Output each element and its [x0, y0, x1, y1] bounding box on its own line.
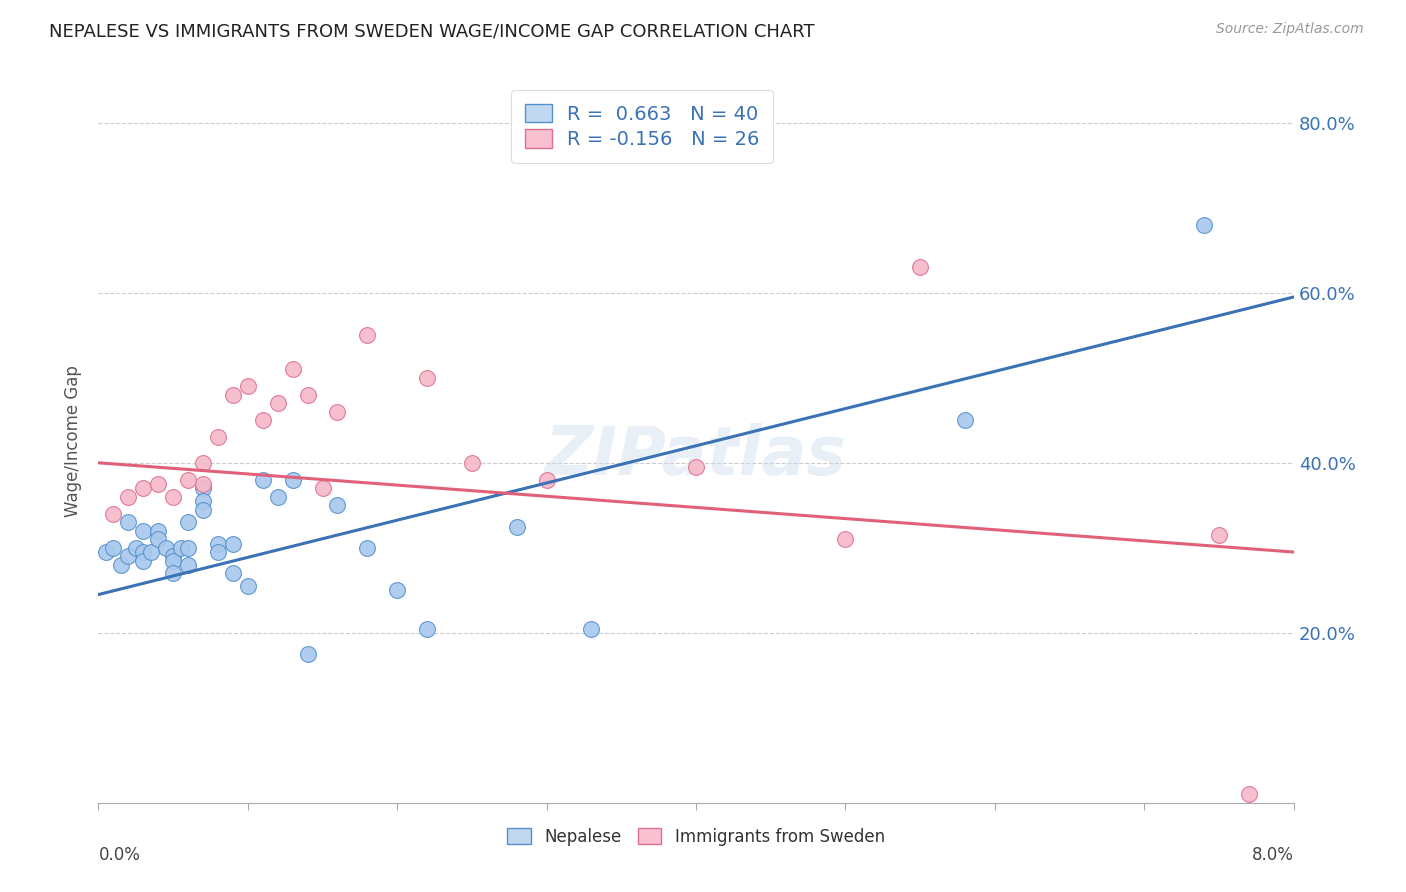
Point	[177, 558, 200, 572]
Point	[191, 494, 214, 508]
Point	[252, 473, 274, 487]
Point	[297, 647, 319, 661]
Point	[103, 507, 125, 521]
Point	[461, 456, 484, 470]
Text: ZIPatlas: ZIPatlas	[546, 423, 846, 489]
Point	[132, 545, 155, 559]
Point	[834, 533, 856, 547]
Text: 8.0%: 8.0%	[1251, 847, 1294, 864]
Point	[162, 566, 184, 581]
Point	[155, 541, 177, 555]
Point	[236, 579, 259, 593]
Point	[117, 490, 139, 504]
Point	[191, 502, 214, 516]
Point	[1192, 218, 1215, 232]
Point	[252, 413, 274, 427]
Point	[267, 490, 290, 504]
Point	[416, 371, 439, 385]
Point	[132, 524, 155, 538]
Point	[416, 622, 439, 636]
Point	[117, 549, 139, 564]
Point	[1237, 787, 1260, 801]
Point	[110, 558, 132, 572]
Point	[162, 553, 184, 567]
Point	[581, 622, 603, 636]
Point	[236, 379, 259, 393]
Point	[207, 430, 229, 444]
Point	[953, 413, 976, 427]
Legend: Nepalese, Immigrants from Sweden: Nepalese, Immigrants from Sweden	[501, 821, 891, 852]
Y-axis label: Wage/Income Gap: Wage/Income Gap	[65, 366, 83, 517]
Point	[169, 541, 191, 555]
Point	[162, 549, 184, 564]
Point	[281, 473, 304, 487]
Point	[191, 481, 214, 495]
Point	[326, 405, 349, 419]
Text: 0.0%: 0.0%	[98, 847, 141, 864]
Point	[191, 477, 214, 491]
Point	[148, 533, 170, 547]
Point	[177, 473, 200, 487]
Point	[94, 545, 117, 559]
Point	[385, 583, 409, 598]
Point	[207, 536, 229, 550]
Point	[281, 362, 304, 376]
Point	[177, 541, 200, 555]
Point	[162, 490, 184, 504]
Point	[222, 388, 245, 402]
Point	[267, 396, 290, 410]
Point	[177, 516, 200, 530]
Point	[297, 388, 319, 402]
Point	[222, 536, 245, 550]
Point	[191, 456, 214, 470]
Point	[506, 519, 529, 533]
Point	[1208, 528, 1230, 542]
Point	[132, 481, 155, 495]
Point	[117, 516, 139, 530]
Point	[311, 481, 333, 495]
Point	[908, 260, 931, 275]
Text: Source: ZipAtlas.com: Source: ZipAtlas.com	[1216, 22, 1364, 37]
Point	[356, 328, 378, 343]
Point	[207, 545, 229, 559]
Point	[222, 566, 245, 581]
Point	[132, 553, 155, 567]
Point	[148, 524, 170, 538]
Point	[356, 541, 378, 555]
Point	[148, 477, 170, 491]
Point	[103, 541, 125, 555]
Text: NEPALESE VS IMMIGRANTS FROM SWEDEN WAGE/INCOME GAP CORRELATION CHART: NEPALESE VS IMMIGRANTS FROM SWEDEN WAGE/…	[49, 22, 815, 40]
Point	[536, 473, 558, 487]
Point	[139, 545, 162, 559]
Point	[685, 460, 707, 475]
Point	[326, 498, 349, 512]
Point	[125, 541, 148, 555]
